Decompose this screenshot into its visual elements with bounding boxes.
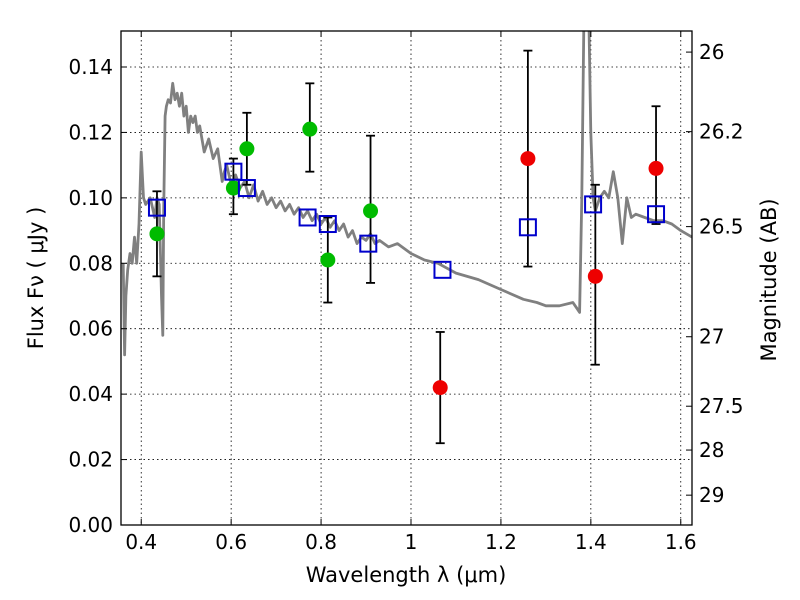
x-tick-label: 1.6 (665, 530, 697, 554)
x-tick-label: 1.4 (575, 530, 607, 554)
data-point-circle (149, 226, 165, 242)
data-point-circle (587, 268, 603, 284)
data-markers-layer (147, 121, 666, 396)
data-point-square (298, 208, 317, 227)
y-tick-label: 0.14 (68, 55, 113, 79)
y2-tick-label: 27 (699, 325, 724, 349)
x-tick-label: 1.2 (485, 530, 517, 554)
y-tick-label: 0.10 (68, 186, 113, 210)
y2-tick-label: 26 (699, 40, 724, 64)
y-tick-label: 0.06 (68, 317, 113, 341)
data-point-square (224, 162, 243, 181)
data-point-square (433, 260, 452, 279)
y2-tick-label: 26.2 (699, 120, 744, 144)
y2-tick-label: 27.5 (699, 394, 744, 418)
x-tick-label: 0.8 (305, 530, 337, 554)
x-axis-label: Wavelength λ (μm) (306, 563, 507, 587)
y2-tick-label: 29 (699, 483, 724, 507)
x-tick-label: 1 (405, 530, 418, 554)
data-point-circle (432, 380, 448, 396)
plot-frame (120, 30, 693, 526)
model-spectrum-line (121, 31, 692, 357)
data-point-square (518, 218, 537, 237)
model-spectrum-layer (121, 31, 692, 357)
y-tick-label: 0.12 (68, 120, 113, 144)
data-point-circle (239, 141, 255, 157)
y2-tick-label: 28 (699, 438, 724, 462)
data-point-square (359, 234, 378, 253)
data-point-circle (302, 121, 318, 137)
y-tick-label: 0.04 (68, 382, 113, 406)
y2-tick-label: 26.5 (699, 215, 744, 239)
data-point-square (318, 215, 337, 234)
data-point-circle (520, 151, 536, 167)
y2-axis-label: Magnitude (AB) (757, 198, 781, 361)
data-point-square (147, 198, 166, 217)
data-point-square (237, 179, 256, 198)
data-point-circle (648, 160, 664, 176)
data-point-circle (225, 180, 241, 196)
y-tick-label: 0.08 (68, 251, 113, 275)
y-tick-label: 0.00 (68, 513, 113, 537)
y-tick-label: 0.02 (68, 448, 113, 472)
x-tick-label: 0.4 (125, 530, 157, 554)
data-point-square (647, 205, 666, 224)
x-tick-label: 0.6 (215, 530, 247, 554)
data-point-circle (320, 252, 336, 268)
y-axis-label: Flux Fν ( μJy ) (24, 207, 48, 350)
data-point-square (584, 195, 603, 214)
axis-ticks-layer: 0.4 0.6 0.8 1 1.2 1.4 1.6 0.00 0.02 0.04 0.06 0.08 0… (68, 31, 744, 554)
data-point-circle (363, 203, 379, 219)
